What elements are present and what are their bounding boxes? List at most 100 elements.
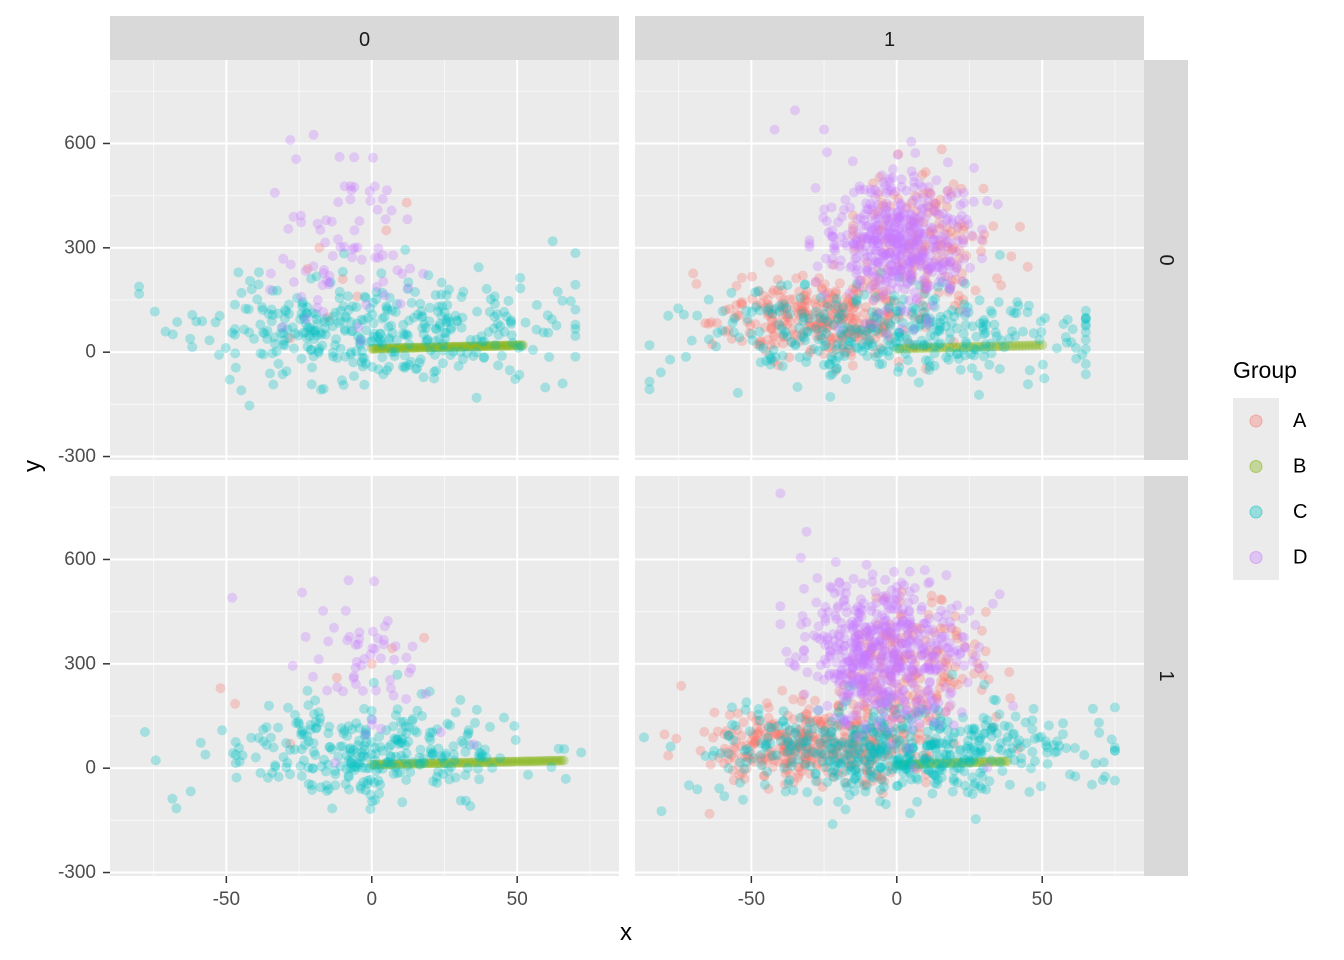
data-point-C	[258, 349, 269, 360]
data-point-D	[347, 252, 357, 263]
data-point-C	[302, 685, 313, 696]
data-point-A	[948, 242, 959, 253]
data-point-A	[782, 738, 793, 749]
data-point-A	[841, 749, 852, 760]
data-point-C	[252, 294, 263, 305]
data-point-A	[885, 767, 896, 778]
data-point-C	[798, 316, 809, 327]
data-point-C	[779, 762, 789, 773]
data-point-C	[317, 340, 328, 351]
data-point-D	[775, 601, 786, 612]
data-point-C	[322, 786, 332, 796]
data-point-D	[862, 659, 873, 670]
data-point-D	[915, 689, 926, 700]
data-point-A	[840, 741, 851, 752]
data-point-C	[788, 785, 799, 796]
data-point-A	[911, 668, 922, 679]
data-point-C	[457, 312, 468, 323]
data-point-D	[789, 660, 799, 671]
data-point-A	[920, 239, 931, 250]
data-point-C	[230, 362, 241, 373]
data-point-D	[920, 281, 931, 292]
data-point-C	[339, 325, 350, 336]
data-point-D	[885, 260, 896, 270]
data-point-C	[298, 297, 308, 307]
data-point-D	[822, 700, 833, 711]
data-point-A	[863, 337, 874, 347]
data-point-D	[855, 184, 866, 195]
data-point-B	[433, 342, 444, 353]
data-point-C	[873, 731, 884, 742]
data-point-C	[367, 361, 378, 372]
data-point-A	[766, 725, 777, 736]
data-point-D	[839, 657, 850, 668]
data-point-D	[879, 596, 890, 607]
data-point-A	[876, 224, 886, 235]
data-point-C	[399, 350, 410, 361]
data-point-D	[861, 204, 872, 215]
data-point-D	[934, 719, 944, 730]
data-point-A	[824, 712, 835, 723]
data-point-D	[819, 289, 830, 300]
data-point-C	[833, 309, 844, 320]
data-point-D	[902, 618, 913, 629]
data-point-A	[776, 298, 787, 309]
data-point-C	[909, 339, 920, 350]
data-point-A	[784, 294, 795, 305]
data-point-C	[868, 748, 879, 759]
data-point-B	[905, 343, 915, 354]
data-point-A	[814, 749, 825, 760]
data-point-C	[415, 759, 426, 770]
data-point-C	[985, 338, 996, 349]
data-point-C	[947, 305, 958, 316]
data-point-D	[914, 178, 925, 189]
data-point-D	[820, 253, 831, 264]
data-point-D	[889, 657, 900, 668]
data-point-A	[908, 691, 919, 702]
data-point-C	[990, 327, 1001, 338]
data-point-C	[850, 765, 861, 776]
data-point-D	[848, 624, 859, 635]
data-point-C	[495, 753, 506, 764]
data-point-A	[806, 753, 817, 764]
data-point-C	[739, 745, 750, 756]
data-point-A	[807, 716, 818, 727]
data-point-C	[980, 339, 991, 350]
data-point-C	[423, 270, 434, 281]
data-point-A	[849, 331, 860, 342]
data-point-B	[418, 342, 429, 353]
data-point-C	[340, 311, 351, 322]
data-point-A	[744, 327, 755, 338]
data-point-C	[425, 744, 436, 755]
data-point-D	[895, 264, 906, 275]
data-point-C	[873, 765, 884, 776]
data-point-A	[819, 300, 830, 311]
data-point-B	[500, 340, 511, 351]
data-point-B	[498, 340, 509, 351]
data-point-C	[460, 770, 471, 781]
data-point-C	[335, 305, 346, 316]
data-point-D	[890, 665, 901, 676]
data-point-D	[833, 644, 843, 655]
data-point-A	[893, 312, 904, 323]
data-point-A	[944, 675, 955, 686]
data-point-C	[864, 769, 875, 780]
data-point-C	[840, 750, 851, 760]
data-point-C	[783, 736, 794, 747]
data-point-C	[873, 748, 884, 759]
data-point-A	[1005, 693, 1016, 704]
data-point-C	[1010, 331, 1021, 342]
data-point-D	[819, 124, 830, 135]
data-point-D	[902, 270, 913, 281]
data-point-D	[943, 242, 954, 253]
data-point-A	[873, 273, 884, 284]
data-point-B	[1004, 341, 1015, 351]
data-point-D	[355, 336, 366, 347]
data-point-C	[1058, 319, 1069, 329]
data-point-D	[869, 224, 880, 235]
data-point-C	[824, 359, 835, 369]
data-point-A	[876, 690, 887, 701]
data-point-C	[761, 356, 772, 366]
data-point-A	[885, 636, 896, 647]
data-point-C	[678, 309, 689, 320]
